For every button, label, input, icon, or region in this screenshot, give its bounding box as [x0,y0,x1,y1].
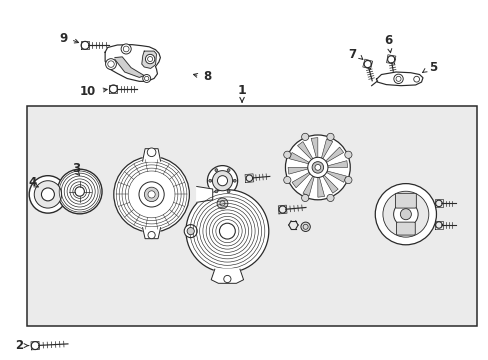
Ellipse shape [217,198,227,209]
Ellipse shape [34,181,61,208]
Ellipse shape [215,190,217,193]
Ellipse shape [144,187,159,202]
Ellipse shape [184,225,197,238]
Polygon shape [291,172,309,188]
Polygon shape [325,147,343,162]
Text: 9: 9 [59,32,67,45]
Polygon shape [211,269,243,283]
Polygon shape [322,175,338,193]
Ellipse shape [57,169,102,214]
Ellipse shape [145,54,155,64]
Ellipse shape [121,44,131,54]
Polygon shape [115,57,144,77]
Ellipse shape [285,135,349,200]
Polygon shape [297,141,312,159]
Ellipse shape [344,176,351,184]
Text: 8: 8 [203,70,211,83]
Ellipse shape [227,190,229,193]
Ellipse shape [326,133,333,140]
Polygon shape [376,72,422,86]
Polygon shape [287,167,307,174]
Ellipse shape [105,59,116,69]
Ellipse shape [29,176,66,213]
Polygon shape [289,153,308,164]
Polygon shape [321,139,332,159]
Ellipse shape [314,165,320,170]
Ellipse shape [300,222,310,231]
FancyBboxPatch shape [396,222,414,235]
Ellipse shape [139,182,164,207]
Ellipse shape [283,151,290,158]
Polygon shape [142,51,156,68]
Bar [27,106,476,326]
Polygon shape [196,186,212,202]
Ellipse shape [326,194,333,202]
Ellipse shape [187,228,194,235]
Text: 3: 3 [72,162,80,175]
Text: 1: 1 [237,84,246,97]
Polygon shape [142,228,160,239]
Ellipse shape [393,74,403,84]
Text: 5: 5 [428,61,436,74]
Ellipse shape [217,176,227,186]
Text: 7: 7 [347,48,355,61]
Ellipse shape [213,194,231,212]
Ellipse shape [219,223,235,239]
Ellipse shape [283,176,290,184]
FancyBboxPatch shape [395,193,415,208]
Ellipse shape [413,76,419,82]
Ellipse shape [75,187,84,196]
Ellipse shape [215,169,217,172]
Polygon shape [142,149,160,161]
Ellipse shape [208,179,211,182]
Ellipse shape [147,148,156,157]
Ellipse shape [301,133,308,140]
Polygon shape [303,176,314,196]
Ellipse shape [114,157,189,232]
Ellipse shape [185,190,268,273]
Ellipse shape [227,169,229,172]
Ellipse shape [382,191,428,237]
Ellipse shape [148,231,155,239]
Text: 2: 2 [15,339,23,352]
Ellipse shape [344,151,351,158]
Ellipse shape [212,171,232,191]
Ellipse shape [224,275,230,283]
Text: 6: 6 [384,34,392,47]
Ellipse shape [374,184,436,245]
Polygon shape [310,138,317,157]
Polygon shape [327,161,347,167]
Polygon shape [326,171,346,182]
Ellipse shape [207,166,237,196]
Ellipse shape [142,75,150,82]
Ellipse shape [148,191,155,198]
Text: 10: 10 [80,85,96,98]
Ellipse shape [393,202,417,226]
Ellipse shape [311,162,323,173]
Polygon shape [317,177,324,197]
Ellipse shape [233,179,236,182]
Ellipse shape [301,194,308,202]
Polygon shape [105,45,160,81]
Ellipse shape [41,188,54,201]
Ellipse shape [307,157,327,177]
Text: 4: 4 [29,176,37,189]
Ellipse shape [400,209,410,220]
